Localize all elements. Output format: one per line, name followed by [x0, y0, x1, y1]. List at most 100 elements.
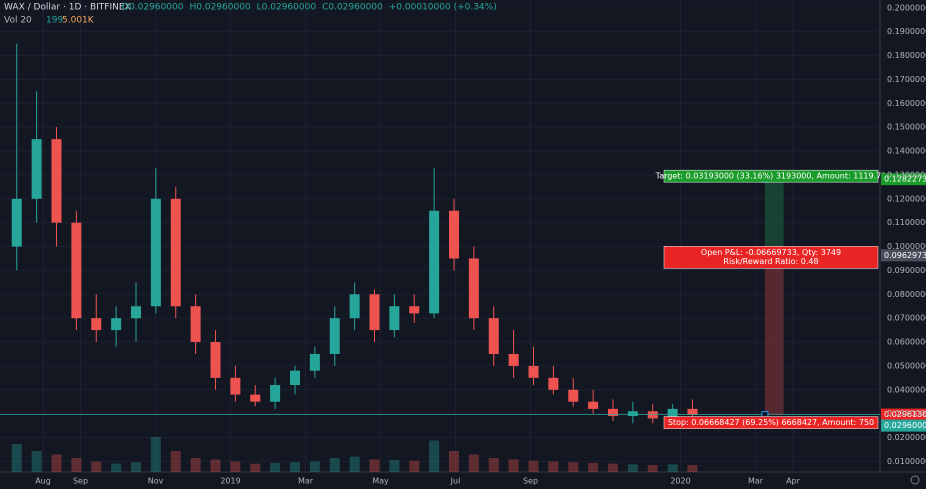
candle-body — [488, 318, 499, 354]
candle-body — [429, 210, 440, 314]
candle-body — [230, 377, 241, 395]
price-tag — [881, 249, 926, 262]
candle-body — [170, 198, 181, 307]
y-tick-label: 0.19000000 — [887, 27, 926, 36]
volume-bar — [91, 461, 102, 472]
candle-body — [389, 306, 400, 331]
candle-body — [588, 401, 599, 409]
ohlc-value: H0.02960000 — [189, 3, 250, 13]
volume-bar — [210, 459, 221, 472]
y-tick-label: 0.10000000 — [887, 242, 926, 251]
loss-zone — [764, 255, 784, 415]
volume-bar — [468, 454, 479, 472]
volume-bar — [687, 465, 698, 472]
y-tick-label: 0.16000000 — [887, 99, 926, 108]
candle-body — [51, 139, 62, 223]
x-tick-label: Mar — [748, 477, 764, 486]
candle-body — [210, 342, 221, 378]
volume-bar — [230, 461, 241, 472]
volume-value: 5.001K — [62, 16, 95, 26]
pnl-label: Open P&L: -0.06669733, Qty: 3749 — [701, 248, 841, 257]
y-tick-label: 0.06000000 — [887, 338, 926, 347]
symbol: WAX / Dollar · 1D · BITFINEX — [4, 3, 131, 13]
candle-body — [290, 370, 300, 386]
candle-body — [250, 394, 261, 402]
x-tick-label: May — [372, 477, 389, 486]
price-tag-label: 0.02960000 — [884, 421, 926, 430]
y-tick-label: 0.11000000 — [887, 218, 926, 227]
volume-bar — [647, 465, 658, 472]
pnl-label-box — [663, 246, 879, 269]
volume-bar — [71, 458, 82, 472]
x-tick-label: Mar — [298, 477, 314, 486]
volume-bar — [548, 461, 559, 472]
volume-bar — [31, 451, 42, 472]
candle-body — [528, 365, 539, 378]
y-tick-label: 0.14000000 — [887, 147, 926, 156]
candle-body — [409, 306, 420, 314]
volume-bar — [309, 461, 320, 472]
volume-bar — [568, 462, 579, 472]
volume-bar — [409, 460, 420, 472]
x-tick-label: Apr — [786, 477, 801, 486]
y-tick-label: 0.04000000 — [887, 385, 926, 394]
volume-bar — [429, 440, 440, 472]
volume-bar — [528, 460, 539, 472]
candle-body — [349, 294, 360, 319]
candle-body — [449, 210, 459, 259]
candle-body — [150, 198, 161, 307]
volume-bar — [131, 462, 141, 472]
candle-body — [190, 306, 201, 343]
candle-body — [548, 377, 559, 390]
ohlc-value: C0.02960000 — [322, 3, 383, 13]
pnl-label: Risk/Reward Ratio: 0.48 — [723, 257, 818, 266]
volume-bar — [588, 462, 599, 472]
volume-bar — [627, 464, 638, 472]
candle-body — [309, 353, 320, 371]
x-tick-label: Nov — [148, 477, 164, 486]
candle-body — [111, 318, 122, 331]
ohlc-value: +0.00010000 (+0.34%) — [389, 3, 497, 13]
candle-body — [71, 222, 82, 319]
candle-body — [468, 258, 479, 319]
candle-body — [329, 318, 340, 354]
volume-bar — [449, 451, 459, 472]
volume-bar — [170, 451, 181, 472]
volume-bar — [150, 437, 161, 472]
volume-bar — [488, 458, 499, 472]
y-tick-label: 0.03000000 — [887, 409, 926, 418]
y-tick-label: 0.02000000 — [887, 433, 926, 442]
volume-bar — [369, 459, 380, 472]
candle-body — [91, 318, 102, 331]
candle-body — [687, 408, 698, 415]
y-tick-label: 0.07000000 — [887, 314, 926, 323]
y-tick-label: 0.18000000 — [887, 51, 926, 60]
stop-label-box — [663, 416, 879, 429]
volume-bar — [111, 463, 122, 472]
price-tag — [881, 419, 926, 432]
volume-bar — [190, 458, 201, 472]
y-tick-label: 0.08000000 — [887, 290, 926, 299]
x-tick-label: Jul — [450, 477, 461, 486]
ohlc-value: L0.02960000 — [257, 3, 317, 13]
candle-body — [270, 385, 281, 402]
volume-bar — [667, 464, 678, 472]
y-tick-label: 0.12000000 — [887, 194, 926, 203]
candle-body — [508, 353, 519, 366]
volume-bar — [608, 463, 618, 472]
settings-icon[interactable] — [910, 475, 920, 485]
candle-body — [627, 411, 638, 417]
volume-bar — [389, 460, 400, 472]
volume-bar — [508, 459, 519, 472]
y-tick-label: 0.05000000 — [887, 361, 926, 370]
y-tick-label: 0.17000000 — [887, 75, 926, 84]
price-axis-bg — [880, 0, 926, 489]
volume-label: Vol 20 — [4, 16, 32, 26]
x-tick-label: Sep — [73, 477, 88, 486]
candle-body — [369, 294, 380, 331]
volume-bar — [11, 444, 22, 472]
candle-body — [131, 306, 141, 319]
stop-label: Stop: 0.06668427 (69.25%) 6668427, Amoun… — [668, 418, 874, 427]
candle-body — [608, 408, 618, 417]
price-tag-label: 0.02961306 — [884, 410, 926, 419]
